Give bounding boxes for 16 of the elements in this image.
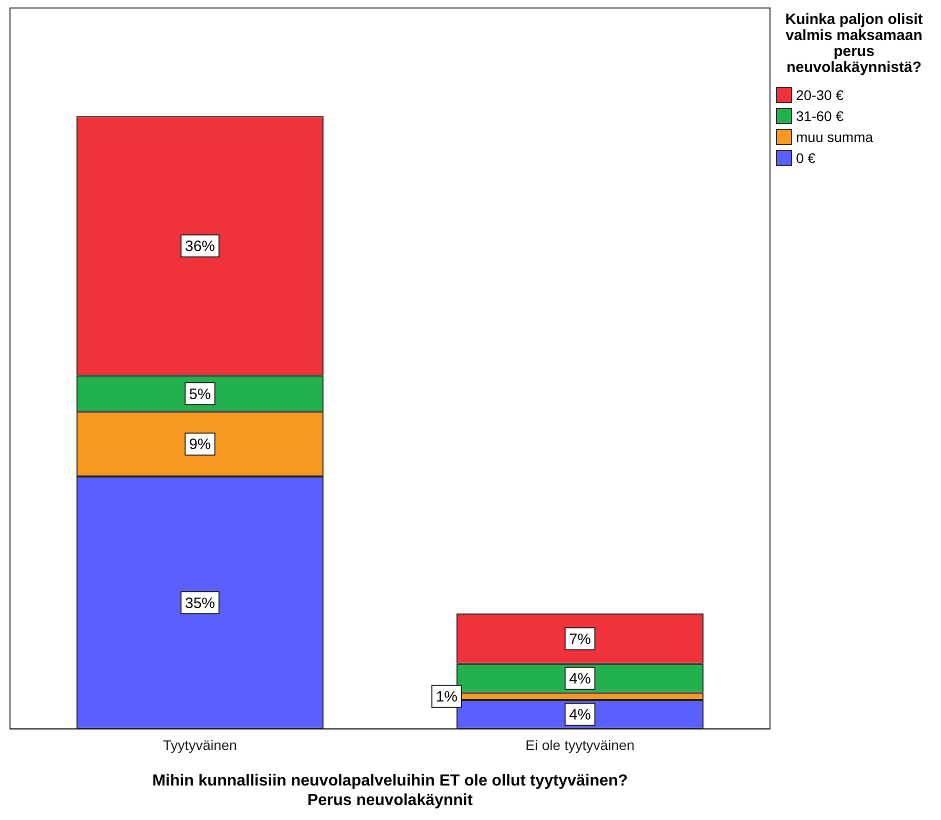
data-label: 5% bbox=[189, 386, 211, 403]
legend-label: 0 € bbox=[796, 150, 816, 166]
legend-label: muu summa bbox=[796, 128, 874, 144]
legend-label: 20-30 € bbox=[796, 86, 844, 102]
data-label: 7% bbox=[569, 630, 591, 648]
data-label: 4% bbox=[569, 670, 591, 688]
legend-label: 31-60 € bbox=[796, 108, 844, 124]
data-label: 9% bbox=[189, 436, 211, 454]
data-label: 36% bbox=[184, 238, 216, 256]
data-label: 35% bbox=[184, 594, 216, 612]
x-tick-label: Tyytyväinen bbox=[163, 737, 237, 754]
legend-title: Kuinka paljon olisit valmis maksamaan perus neuvolakäynnistä? bbox=[784, 11, 924, 76]
data-label: 1% bbox=[436, 688, 458, 706]
data-label: 4% bbox=[569, 706, 591, 724]
x-tick-label: Ei ole tyytyväinen bbox=[526, 737, 634, 754]
x-axis-title: Mihin kunnallisiin neuvolapalveluihin ET ole ollut tyytyväinen? Perus neuvolakäynnit bbox=[152, 772, 628, 809]
